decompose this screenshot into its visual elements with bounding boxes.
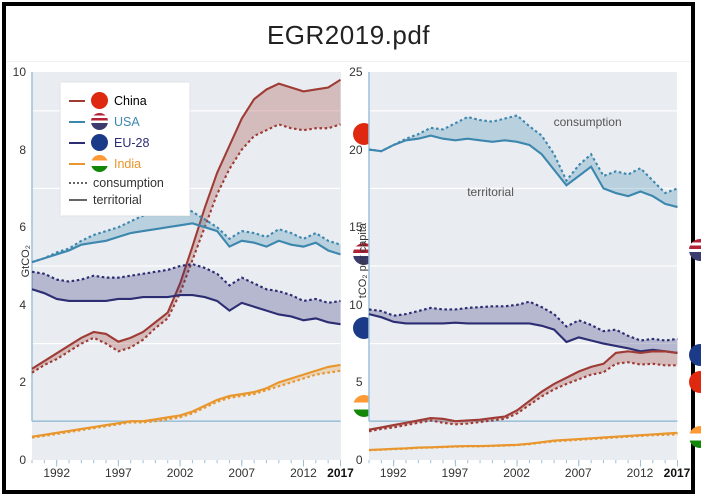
right-chart-annotation-consumption: consumption [554, 115, 622, 129]
legend-label-territorial: territorial [93, 193, 142, 207]
eu-flag-icon [91, 134, 108, 151]
china-legend-line [69, 100, 85, 102]
x-tick-label-2007: 2007 [228, 466, 255, 480]
usa-flag-icon [91, 113, 108, 130]
usa-legend-line [69, 121, 85, 123]
x-tick-label-2002: 2002 [167, 466, 194, 480]
x-tick-label-1997: 1997 [105, 466, 132, 480]
x-tick-label-1997: 1997 [442, 466, 469, 480]
right-chart-annotation-territorial: territorial [467, 185, 514, 199]
legend-label-eu: EU-28 [114, 136, 149, 150]
china-band [369, 351, 678, 431]
y-tick-label-10: 10 [13, 65, 26, 79]
legend-label-usa: USA [114, 115, 140, 129]
y-tick-label-2: 2 [19, 375, 26, 389]
x-tick-label-2012: 2012 [627, 466, 654, 480]
charts-container: GtCO₂ [6, 62, 691, 490]
document-header: EGR2019.pdf [6, 6, 691, 62]
right-chart-series-group [369, 115, 678, 450]
y-tick-label-0: 0 [19, 453, 26, 467]
legend-label-consumption: consumption [93, 176, 164, 190]
legend-row-eu[interactable]: EU-28 [69, 133, 179, 152]
legend-style-consumption[interactable]: consumption [69, 176, 179, 190]
india-consumption-line[interactable] [369, 434, 678, 450]
y-tick-label-20: 20 [349, 143, 362, 157]
legend-label-india: India [114, 157, 141, 171]
india-flag-icon [91, 155, 108, 172]
app-window: EGR2019.pdf GtCO₂ [2, 2, 695, 494]
eu-legend-line [69, 142, 85, 144]
y-tick-label-15: 15 [349, 220, 362, 234]
india-band [32, 365, 341, 438]
china-end-icon-right [689, 371, 701, 393]
document-title: EGR2019.pdf [26, 20, 671, 51]
y-tick-label-4: 4 [19, 298, 26, 312]
eu-end-icon-right [689, 344, 701, 366]
y-tick-label-8: 8 [19, 143, 26, 157]
legend-row-usa[interactable]: USA [69, 112, 179, 131]
legend-row-china[interactable]: China [69, 91, 179, 110]
india-territorial-line[interactable] [32, 365, 341, 437]
legend-row-india[interactable]: India [69, 154, 179, 173]
usa-band [369, 115, 678, 207]
y-tick-label-0: 0 [356, 453, 363, 467]
china-territorial-line[interactable] [369, 351, 678, 429]
left-chart-panel: GtCO₂ [16, 72, 341, 460]
x-tick-label-2017: 2017 [327, 466, 354, 480]
legend-style-territorial[interactable]: territorial [69, 193, 179, 207]
india-consumption-line[interactable] [32, 371, 341, 438]
india-end-icon-right [689, 426, 701, 448]
right-chart-gridlines [369, 111, 678, 421]
x-tick-label-1992: 1992 [43, 466, 70, 480]
right-chart-end-icons [689, 72, 701, 460]
x-tick-label-2007: 2007 [565, 466, 592, 480]
x-tick-label-1992: 1992 [380, 466, 407, 480]
right-chart-panel: tCO₂ per capita 0 5 10 15 20 25 [353, 72, 678, 460]
left-chart-y-tick-labels: 0 2 4 6 8 10 [10, 72, 30, 460]
right-chart-svg [369, 72, 678, 460]
right-chart-plot-area[interactable]: 0 5 10 15 20 25 1992 1997 2002 2007 2012 2017 cons… [369, 72, 678, 460]
india-legend-line [69, 163, 85, 165]
right-chart-y-tick-labels: 0 5 10 15 20 25 [347, 72, 367, 460]
x-tick-label-2012: 2012 [290, 466, 317, 480]
left-chart-legend[interactable]: China USA EU-28 Indi [60, 82, 190, 216]
left-chart-plot-area[interactable]: 0 2 4 6 8 10 1992 1997 2002 2007 2012 2017 China U… [32, 72, 341, 460]
legend-label-china: China [114, 94, 147, 108]
usa-end-icon-right [689, 239, 701, 261]
y-tick-label-10: 10 [349, 298, 362, 312]
x-tick-label-2017: 2017 [664, 466, 691, 480]
usa-territorial-line[interactable] [369, 136, 678, 207]
y-tick-label-25: 25 [349, 65, 362, 79]
y-tick-label-6: 6 [19, 220, 26, 234]
y-tick-label-5: 5 [356, 375, 363, 389]
china-flag-icon [91, 92, 108, 109]
x-tick-label-2002: 2002 [503, 466, 530, 480]
eu-28-band [369, 302, 678, 353]
